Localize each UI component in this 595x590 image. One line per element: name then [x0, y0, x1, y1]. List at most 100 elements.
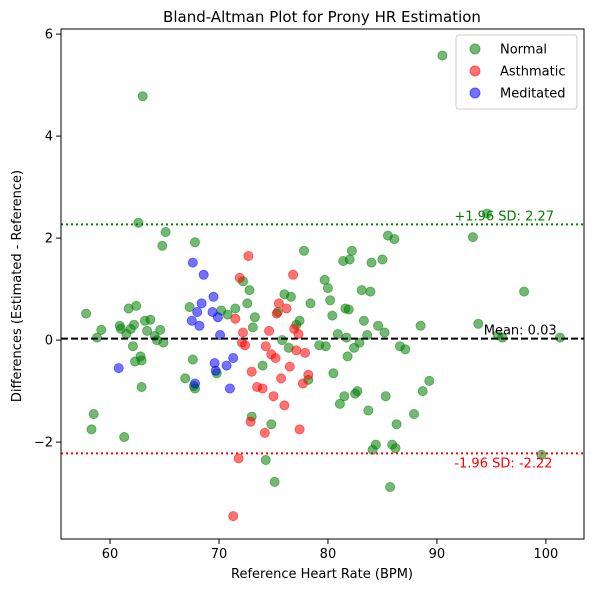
data-point	[377, 254, 388, 265]
data-point	[142, 325, 153, 336]
data-point	[230, 303, 241, 314]
data-point	[257, 383, 268, 394]
data-point	[155, 324, 166, 335]
data-point	[519, 286, 530, 297]
data-point	[365, 286, 376, 297]
data-point	[389, 234, 400, 245]
data-point	[189, 237, 200, 248]
y-tick-label: 4	[45, 130, 53, 145]
data-point	[215, 329, 226, 340]
data-point	[332, 328, 343, 339]
x-tick-label: 100	[533, 547, 558, 562]
data-point	[481, 208, 492, 219]
data-point	[346, 245, 357, 256]
legend-box	[455, 34, 578, 110]
data-point	[128, 319, 139, 330]
x-tick-label: 70	[211, 547, 228, 562]
data-point	[230, 313, 241, 324]
data-point	[245, 416, 256, 427]
chart-title: Bland-Altman Plot for Prony HR Estimatio…	[163, 8, 481, 26]
data-point	[260, 341, 271, 352]
data-point	[373, 320, 384, 331]
data-point	[136, 381, 147, 392]
data-point	[247, 322, 258, 333]
data-point	[334, 398, 345, 409]
upper-limit-annotation: +1.96 SD: 2.27	[454, 209, 554, 224]
x-axis-label: Reference Heart Rate (BPM)	[231, 567, 413, 582]
data-point	[343, 304, 354, 315]
data-point	[196, 298, 207, 309]
data-point	[127, 341, 138, 352]
data-point	[281, 303, 292, 314]
data-point	[294, 315, 305, 326]
data-point	[221, 360, 232, 371]
data-point	[210, 365, 221, 376]
data-point	[344, 254, 355, 265]
data-point	[362, 329, 373, 340]
data-point	[408, 408, 419, 419]
data-point	[145, 314, 156, 325]
data-point	[259, 427, 270, 438]
data-point	[137, 91, 148, 102]
plot-frame	[60, 28, 585, 540]
data-point	[86, 424, 97, 435]
data-point	[356, 285, 367, 296]
axes: 60 70 80 90 100 −2 0 2 4 6	[34, 28, 585, 562]
data-point	[264, 325, 275, 336]
data-point	[277, 335, 288, 346]
data-point	[370, 439, 381, 450]
data-point	[180, 373, 191, 384]
data-point	[240, 340, 251, 351]
data-point	[325, 295, 336, 306]
data-point	[276, 373, 287, 384]
plot-area: Mean: 0.03 +1.96 SD: 2.27 -1.96 SD: -2.22	[61, 50, 584, 522]
data-point	[228, 352, 239, 363]
series-meditated	[113, 257, 239, 394]
data-point	[244, 285, 255, 296]
data-point	[160, 226, 171, 237]
data-point	[266, 419, 277, 430]
y-tick-label: 2	[45, 232, 53, 247]
data-point	[390, 443, 401, 454]
data-point	[257, 360, 268, 371]
data-point	[228, 511, 239, 522]
data-point	[119, 431, 130, 442]
data-point	[303, 369, 314, 380]
mean-annotation: Mean: 0.03	[484, 324, 557, 339]
data-point	[467, 232, 478, 243]
data-point	[297, 378, 308, 389]
legend-label-meditated: Meditated	[500, 87, 566, 102]
data-point	[279, 400, 290, 411]
data-point	[157, 240, 168, 251]
data-point	[327, 310, 338, 321]
data-point	[186, 315, 197, 326]
legend-label-normal: Normal	[500, 43, 547, 58]
data-point	[437, 50, 448, 61]
data-point	[424, 375, 435, 386]
series-asthmatic	[228, 250, 314, 522]
data-point	[246, 366, 257, 377]
lower-limit-annotation: -1.96 SD: -2.22	[454, 456, 552, 471]
data-point	[363, 405, 374, 416]
data-point	[249, 312, 260, 323]
data-point	[298, 245, 309, 256]
y-tick-label: 6	[45, 28, 53, 43]
data-point	[293, 328, 304, 339]
data-point	[339, 391, 350, 402]
data-point	[189, 378, 200, 389]
data-point	[415, 320, 426, 331]
data-point	[352, 386, 363, 397]
data-point	[113, 363, 124, 374]
data-point	[320, 341, 331, 352]
legend: Normal Asthmatic Meditated	[455, 34, 578, 110]
data-point	[328, 368, 339, 379]
data-point	[322, 283, 333, 294]
data-point	[131, 300, 142, 311]
y-tick-label: 0	[45, 334, 53, 349]
data-point	[198, 269, 209, 280]
data-point	[305, 298, 316, 309]
data-point	[400, 344, 411, 355]
x-tick-label: 80	[320, 547, 337, 562]
data-point	[270, 352, 281, 363]
